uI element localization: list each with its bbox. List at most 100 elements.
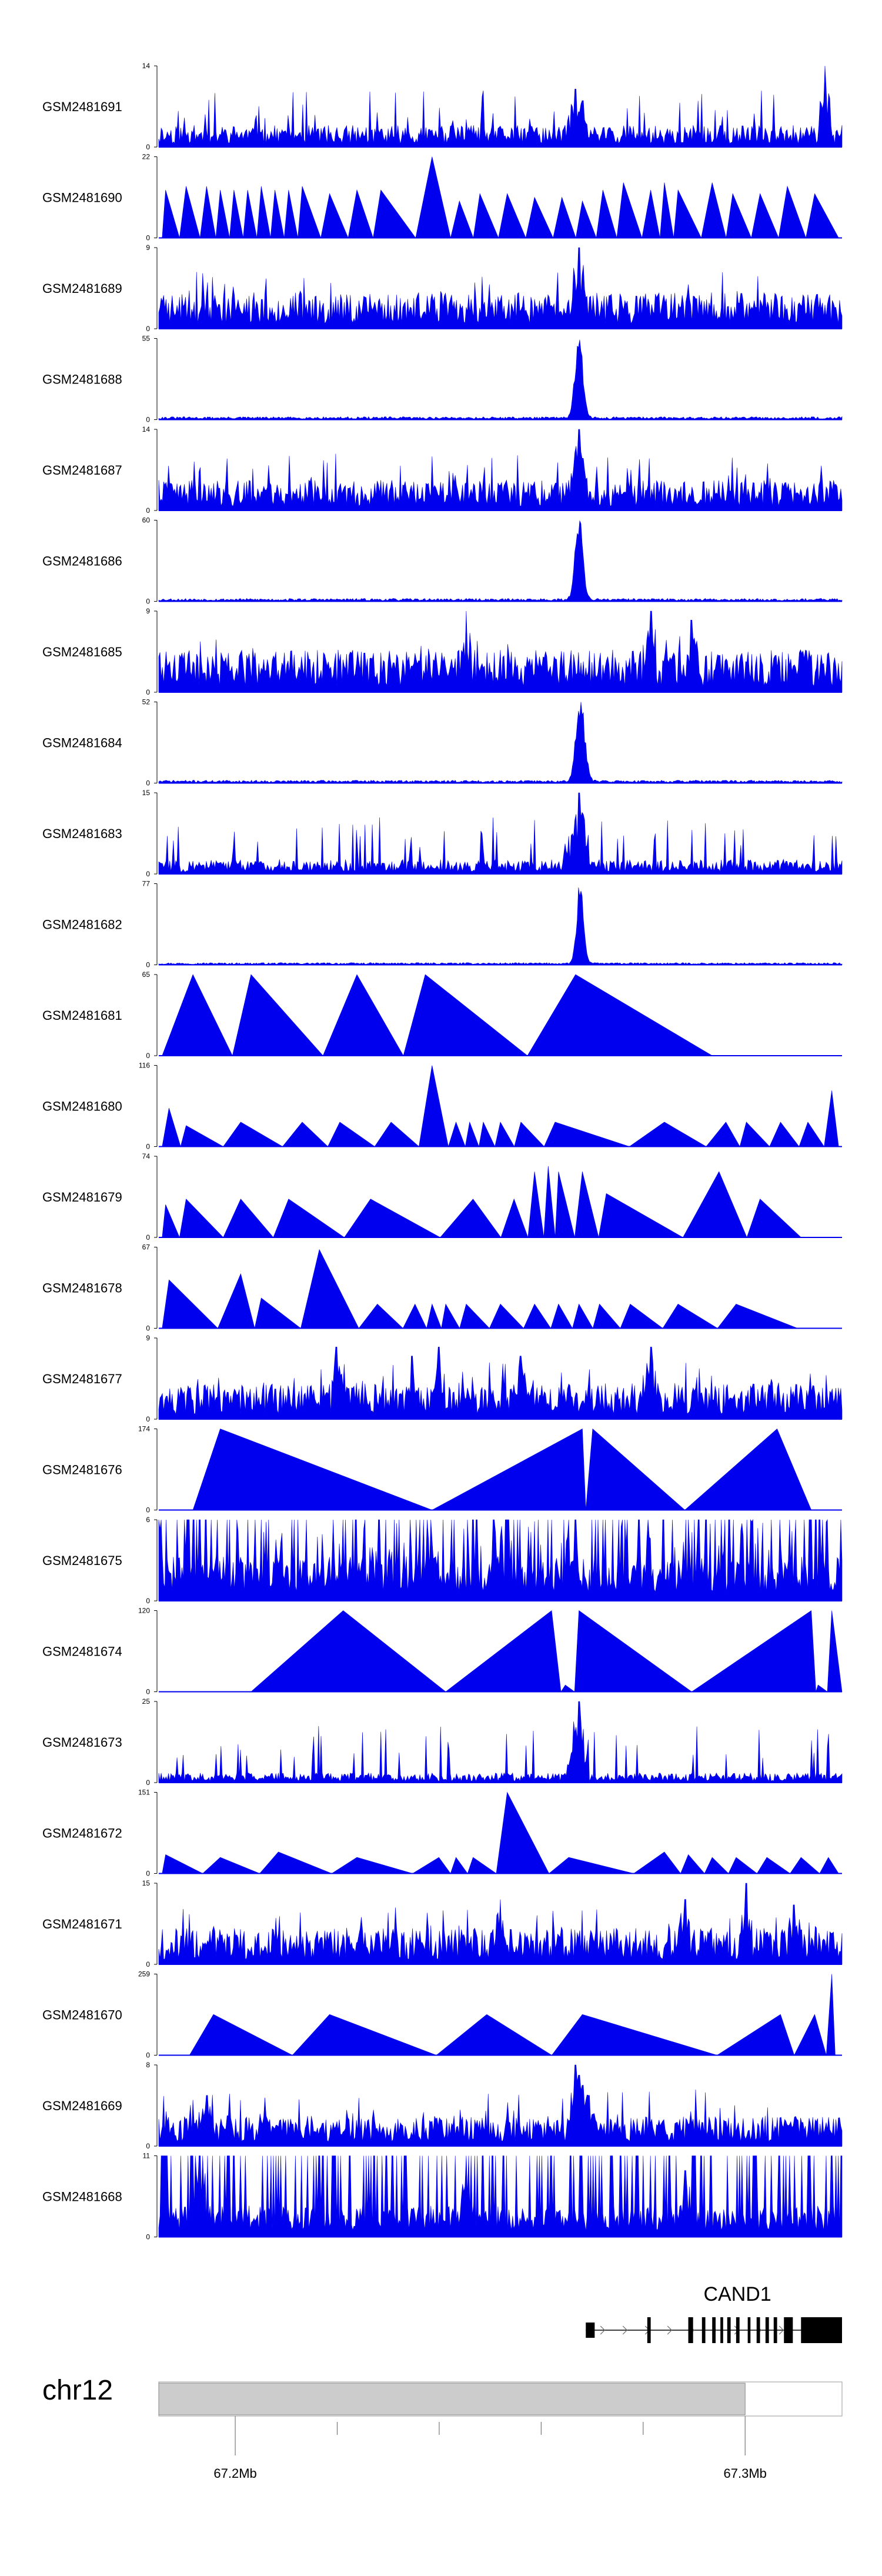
signal-area — [250, 1610, 843, 1693]
y-max-label: 25 — [142, 1697, 151, 1706]
signal-area — [158, 520, 843, 602]
track-label: GSM2481689 — [42, 281, 122, 296]
track-GSM2481677: GSM2481677 9 0 — [42, 1334, 843, 1423]
y-max-label: 116 — [139, 1062, 150, 1070]
signal-area — [158, 1883, 843, 1965]
y-min-label: 0 — [146, 234, 150, 242]
track-GSM2481681: GSM2481681 65 0 — [42, 970, 842, 1060]
signal-area — [158, 792, 843, 875]
y-min-label: 0 — [146, 2142, 150, 2150]
gene-exon — [736, 2317, 740, 2343]
track-GSM2481689: GSM2481689 9 0 — [42, 243, 843, 333]
gene-exon — [765, 2317, 769, 2343]
y-max-label: 15 — [142, 789, 151, 797]
gene-name-label: CAND1 — [704, 2283, 771, 2305]
gene-exon — [720, 2317, 723, 2343]
track-GSM2481676: GSM2481676 174 0 — [42, 1425, 842, 1514]
y-max-label: 174 — [138, 1425, 150, 1433]
track-GSM2481674: GSM2481674 120 0 — [42, 1607, 843, 1696]
strand-arrow — [779, 2325, 784, 2335]
position-label: 67.3Mb — [724, 2466, 767, 2481]
signal-area — [158, 610, 843, 693]
signal-area — [162, 1065, 839, 1147]
y-min-label: 0 — [146, 1960, 150, 1968]
gene-exon — [647, 2317, 651, 2343]
track-label: GSM2481675 — [42, 1553, 122, 1568]
gene-exon — [773, 2317, 777, 2343]
track-label: GSM2481682 — [42, 917, 122, 932]
track-label: GSM2481686 — [42, 554, 122, 569]
chromosome-region-band — [158, 2383, 746, 2415]
track-GSM2481671: GSM2481671 15 0 — [42, 1879, 843, 1968]
signal-area — [158, 247, 843, 329]
track-label: GSM2481687 — [42, 463, 122, 478]
signal-area — [158, 1519, 843, 1601]
track-GSM2481691: GSM2481691 14 0 — [42, 62, 843, 151]
signal-area — [158, 429, 843, 511]
y-max-label: 14 — [142, 425, 151, 433]
strand-arrow — [667, 2325, 673, 2335]
signal-area — [158, 702, 843, 783]
y-min-label: 0 — [146, 1870, 150, 1878]
strand-arrow — [600, 2325, 606, 2335]
y-min-label: 0 — [146, 2051, 150, 2060]
y-max-label: 6 — [146, 1516, 150, 1524]
y-max-label: 9 — [146, 607, 150, 615]
y-max-label: 9 — [146, 1334, 150, 1342]
track-GSM2481687: GSM2481687 14 0 — [42, 425, 843, 515]
y-min-label: 0 — [146, 1415, 150, 1423]
y-min-label: 0 — [146, 1143, 150, 1151]
y-min-label: 0 — [146, 2233, 150, 2241]
y-min-label: 0 — [146, 325, 150, 333]
y-min-label: 0 — [146, 1597, 150, 1605]
track-GSM2481688: GSM2481688 55 0 — [42, 335, 843, 424]
y-min-label: 0 — [146, 1233, 150, 1242]
track-GSM2481682: GSM2481682 77 0 — [42, 880, 843, 969]
y-max-label: 9 — [146, 243, 150, 252]
track-GSM2481673: GSM2481673 25 0 — [42, 1697, 843, 1787]
track-label: GSM2481671 — [42, 1917, 122, 1931]
y-min-label: 0 — [146, 961, 150, 969]
track-GSM2481685: GSM2481685 9 0 — [42, 607, 843, 696]
track-label: GSM2481679 — [42, 1190, 122, 1204]
position-label: 67.2Mb — [213, 2466, 256, 2481]
track-label: GSM2481674 — [42, 1644, 122, 1659]
signal-area — [158, 887, 843, 965]
track-GSM2481675: GSM2481675 6 0 — [42, 1516, 843, 1605]
track-GSM2481690: GSM2481690 22 0 — [42, 153, 842, 242]
track-GSM2481686: GSM2481686 60 0 — [42, 516, 843, 606]
track-label: GSM2481678 — [42, 1281, 122, 1296]
y-max-label: 65 — [142, 970, 151, 979]
y-max-label: 74 — [142, 1152, 151, 1160]
track-GSM2481683: GSM2481683 15 0 — [42, 789, 843, 878]
y-min-label: 0 — [146, 598, 150, 606]
signal-area — [158, 339, 843, 420]
y-max-label: 67 — [142, 1243, 151, 1252]
y-max-label: 151 — [138, 1788, 150, 1797]
track-GSM2481672: GSM2481672 151 0 — [42, 1788, 842, 1878]
gene-exon — [586, 2323, 595, 2338]
gene-exon — [756, 2317, 760, 2343]
track-GSM2481684: GSM2481684 52 0 — [42, 698, 843, 788]
track-label: GSM2481681 — [42, 1008, 122, 1023]
y-min-label: 0 — [146, 1324, 150, 1333]
track-GSM2481679: GSM2481679 74 0 — [42, 1152, 842, 1242]
y-max-label: 77 — [142, 880, 151, 888]
track-GSM2481678: GSM2481678 67 0 — [42, 1243, 842, 1333]
y-max-label: 120 — [138, 1607, 150, 1615]
track-GSM2481668: GSM2481668 11 0 — [42, 2152, 843, 2241]
track-GSM2481680: GSM2481680 116 0 — [42, 1062, 842, 1151]
signal-area — [158, 1347, 843, 1420]
track-GSM2481670: GSM2481670 259 0 — [42, 1970, 842, 2060]
y-min-label: 0 — [146, 870, 150, 878]
y-max-label: 15 — [142, 1879, 151, 1887]
track-label: GSM2481677 — [42, 1372, 122, 1386]
signal-area — [162, 156, 839, 239]
track-label: GSM2481684 — [42, 736, 122, 750]
signal-area — [189, 1974, 836, 2056]
signal-area — [158, 65, 843, 148]
track-label: GSM2481685 — [42, 645, 122, 659]
track-label: GSM2481691 — [42, 99, 122, 114]
y-min-label: 0 — [146, 143, 150, 151]
